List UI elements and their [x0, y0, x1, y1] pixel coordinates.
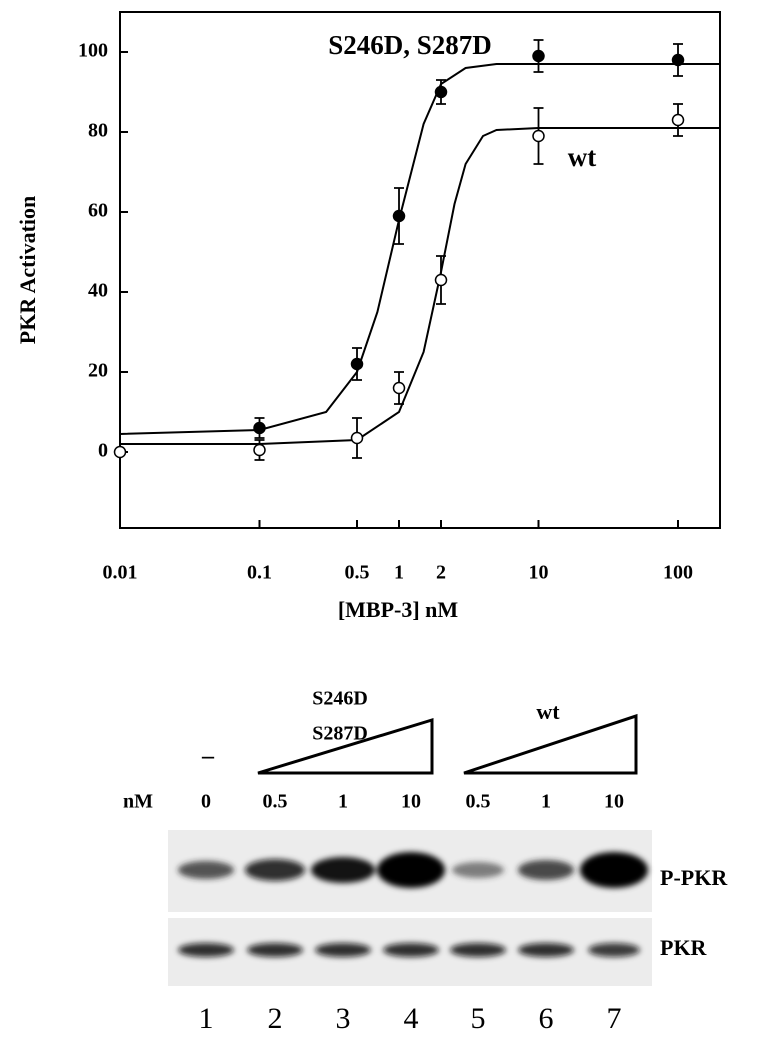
x-tick-label: 2 — [436, 562, 446, 584]
annotation: S246D, S287D — [328, 30, 492, 60]
y-tick-label: 60 — [88, 200, 108, 222]
data-point — [671, 113, 685, 127]
data-point — [253, 443, 266, 457]
band — [588, 943, 640, 957]
band — [315, 943, 371, 957]
x-tick-label: 1 — [394, 562, 404, 584]
data-point — [392, 209, 406, 223]
concentration-label: 0.5 — [263, 791, 288, 813]
lane-number: 4 — [404, 1002, 419, 1035]
x-axis-label: [MBP-3] nM — [338, 597, 459, 622]
concentration-label: 0.5 — [466, 791, 491, 813]
band — [580, 852, 648, 888]
lane-number: 7 — [607, 1002, 622, 1035]
annotation: wt — [568, 142, 597, 172]
data-point — [350, 357, 364, 371]
row-label: PKR — [660, 935, 708, 960]
plot-frame — [119, 11, 721, 529]
band — [178, 943, 234, 957]
band — [247, 943, 303, 957]
data-point — [253, 421, 266, 435]
lane-number: 1 — [199, 1002, 214, 1035]
band — [450, 943, 506, 957]
blot-label: S246D — [312, 688, 368, 710]
band — [178, 861, 234, 879]
concentration-label: 1 — [338, 791, 348, 813]
fit-curve — [119, 63, 720, 435]
blot-label: S287D — [312, 723, 368, 745]
lane-number: 5 — [471, 1002, 486, 1035]
lane-number: 2 — [268, 1002, 283, 1035]
data-point — [532, 49, 545, 63]
data-point — [350, 431, 364, 445]
x-tick-label: 0.01 — [103, 562, 138, 584]
y-tick-label: 20 — [88, 360, 108, 382]
data-point — [113, 445, 127, 459]
data-point — [392, 381, 406, 395]
blot-label: – — [201, 744, 215, 770]
concentration-label: 1 — [541, 791, 551, 813]
y-tick-label: 100 — [78, 40, 108, 62]
concentration-label: 10 — [401, 791, 421, 813]
x-tick-label: 100 — [663, 562, 693, 584]
fit-curve — [120, 127, 720, 445]
row-label: P-PKR — [660, 865, 728, 890]
lane-number: 3 — [336, 1002, 351, 1035]
band — [377, 852, 445, 888]
band — [452, 862, 504, 878]
data-point — [434, 273, 448, 287]
gradient-triangle — [463, 713, 638, 775]
x-tick-label: 0.5 — [345, 562, 370, 584]
y-tick-label: 40 — [88, 280, 108, 302]
lane-number: 6 — [539, 1002, 554, 1035]
y-tick-label: 80 — [88, 120, 108, 142]
data-point — [532, 129, 545, 143]
data-point — [671, 53, 685, 67]
x-tick-label: 0.1 — [247, 562, 272, 584]
y-axis-label: PKR Activation — [15, 196, 40, 345]
band — [383, 943, 439, 957]
concentration-label: 0 — [201, 791, 211, 813]
y-tick-label: 0 — [98, 440, 108, 462]
concentration-label: 10 — [604, 791, 624, 813]
x-tick-label: 10 — [529, 562, 549, 584]
blot-label: wt — [536, 699, 560, 724]
data-point — [434, 85, 448, 99]
blot-bands — [178, 852, 648, 957]
unit-label: nM — [123, 791, 153, 813]
band — [245, 859, 305, 881]
band — [518, 943, 574, 957]
gradient-triangle — [257, 717, 434, 775]
band — [518, 860, 574, 880]
band — [311, 857, 375, 883]
